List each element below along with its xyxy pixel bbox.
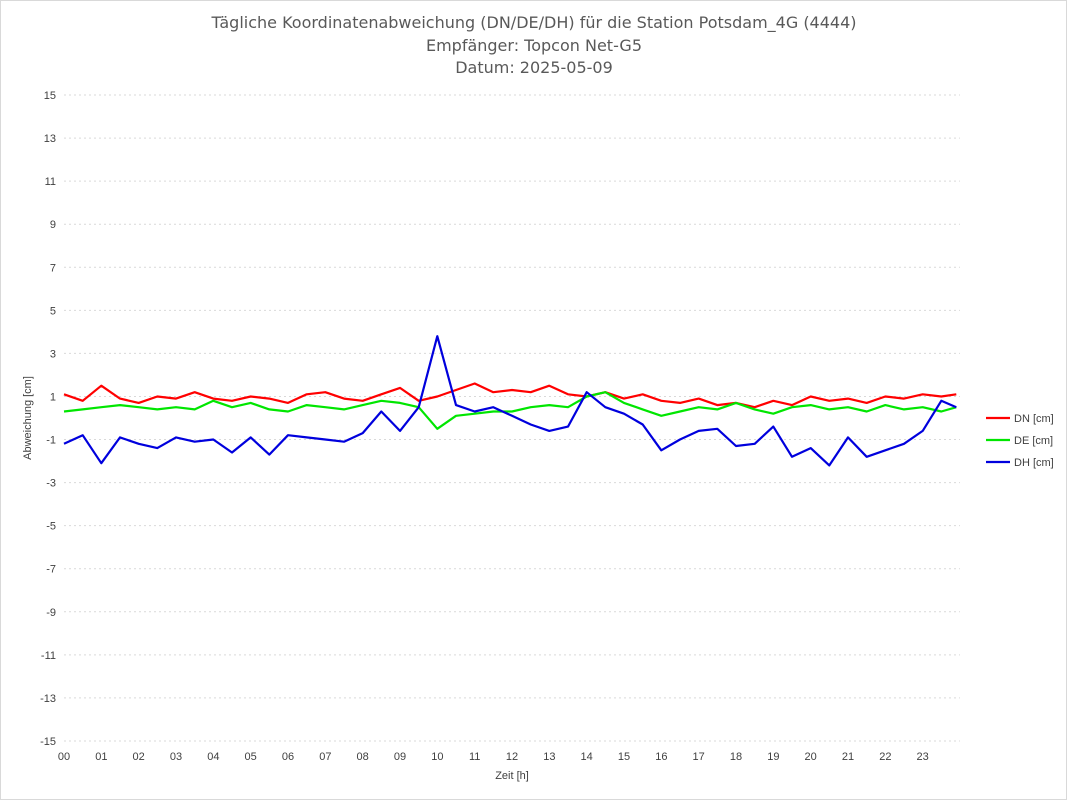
legend-label-de: DE [cm] (1014, 435, 1053, 447)
y-tick-label-10: -5 (46, 521, 56, 533)
legend-label-dh: DH [cm] (1014, 457, 1054, 469)
x-tick-label-10: 10 (431, 751, 443, 763)
x-tick-label-01: 01 (95, 751, 107, 763)
x-tick-label-20: 20 (805, 751, 817, 763)
y-tick-label-12: -9 (46, 607, 56, 619)
x-tick-label-07: 07 (319, 751, 331, 763)
chart-title: Tägliche Koordinatenabweichung (DN/DE/DH… (210, 13, 856, 33)
x-tick-labels: 00 01 02 03 04 05 06 07 08 09 10 11 12 13 14 15 16 17 18 19… (58, 751, 929, 763)
y-tick-label-15: -15 (40, 736, 56, 748)
series-line-de (63, 391, 957, 430)
x-tick-label-15: 15 (618, 751, 630, 763)
x-tick-label-08: 08 (357, 751, 369, 763)
y-tick-label-14: -13 (40, 693, 56, 705)
x-tick-label-13: 13 (543, 751, 555, 763)
x-tick-label-12: 12 (506, 751, 518, 763)
y-tick-label-5: 5 (50, 305, 56, 317)
x-tick-label-17: 17 (693, 751, 705, 763)
x-tick-label-03: 03 (170, 751, 182, 763)
y-axis-label: Abweichung [cm] (22, 376, 34, 460)
y-tick-label-4: 7 (50, 262, 56, 274)
y-tick-label-11: -7 (46, 564, 56, 576)
y-tick-label-13: -11 (41, 650, 56, 662)
y-tick-label-7: 1 (50, 391, 56, 403)
x-tick-label-14: 14 (581, 751, 593, 763)
y-tick-label-3: 9 (50, 219, 56, 231)
x-tick-label-00: 00 (58, 751, 70, 763)
y-tick-label-9: -3 (46, 478, 56, 490)
y-tick-label-1: 13 (44, 133, 56, 145)
legend: DN [cm] DE [cm] DH [cm] (986, 413, 1054, 469)
x-tick-label-11: 11 (469, 751, 480, 763)
x-tick-label-19: 19 (767, 751, 779, 763)
x-tick-label-09: 09 (394, 751, 406, 763)
x-tick-label-21: 21 (842, 751, 854, 763)
x-tick-label-16: 16 (655, 751, 667, 763)
x-tick-label-06: 06 (282, 751, 294, 763)
grid-lines (64, 94, 960, 742)
y-tick-label-0: 15 (44, 90, 56, 102)
x-tick-label-02: 02 (133, 751, 145, 763)
y-tick-label-2: 11 (45, 176, 56, 188)
y-tick-label-6: 3 (50, 348, 56, 360)
chart-subtitle-receiver: Empfänger: Topcon Net-G5 (426, 36, 642, 55)
x-tick-label-22: 22 (879, 751, 891, 763)
y-tick-label-8: -1 (46, 435, 56, 447)
chart-subtitle-date: Datum: 2025-05-09 (455, 58, 613, 77)
x-tick-label-23: 23 (917, 751, 929, 763)
legend-label-dn: DN [cm] (1014, 413, 1054, 425)
series-lines (63, 335, 957, 467)
x-tick-label-04: 04 (207, 751, 219, 763)
x-axis-label: Zeit [h] (495, 770, 529, 782)
y-tick-labels: 15 13 11 9 7 5 3 1 -1 -3 -5 -7 -9 -11 -13 -15 (40, 90, 56, 748)
series-line-dn (63, 382, 957, 409)
x-tick-label-18: 18 (730, 751, 742, 763)
x-tick-label-05: 05 (245, 751, 257, 763)
series-line-dh (63, 335, 957, 467)
